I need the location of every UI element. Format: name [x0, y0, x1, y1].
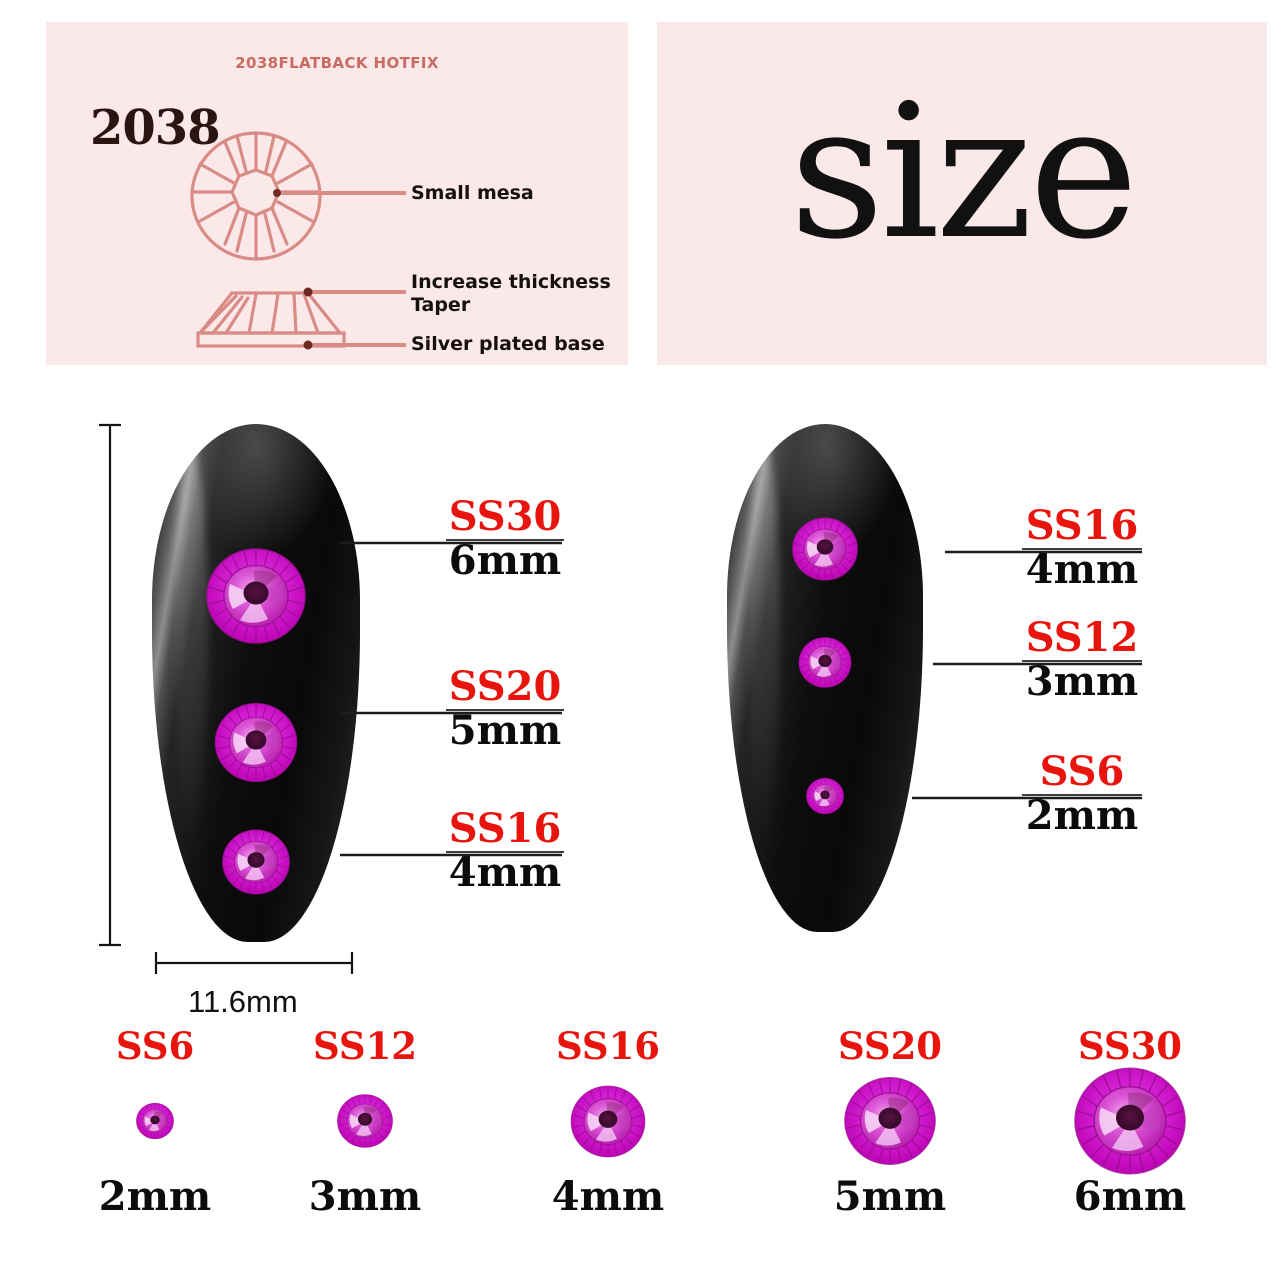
- size-label-ss16-left-rule: [446, 851, 564, 854]
- size-label-ss16-right-mm: 4mm: [1025, 546, 1139, 594]
- callout-small-mesa: Small mesa: [411, 182, 534, 204]
- size-label-ss12-ss: SS12: [1025, 614, 1139, 661]
- size-label-ss6: SS6 2mm: [1022, 748, 1142, 840]
- dim-width-line: [154, 952, 354, 974]
- size-label-ss20-ss: SS20: [448, 663, 562, 710]
- size-label-ss30: SS30 6mm: [446, 493, 564, 585]
- comparison-ss16-mm: 4mm: [551, 1173, 665, 1220]
- leader-small-mesa: [273, 189, 406, 197]
- comparison-ss30-stone: [1060, 1065, 1200, 1177]
- nail-gloss-highlight-right: [748, 449, 780, 846]
- size-label-ss16-left-mm: 4mm: [448, 849, 562, 897]
- comparison-ss30-mm: 6mm: [1073, 1173, 1187, 1220]
- stone-ss16-on-nail-right: [786, 516, 864, 582]
- comparison-ss6-stone: [85, 1065, 225, 1177]
- comparison-ss16-ss: SS16: [555, 1024, 661, 1068]
- dim-width-label: 11.6mm: [188, 984, 298, 1019]
- comparison-ss12-stone: [295, 1065, 435, 1177]
- comparison-item-ss20: SS20 5mm: [820, 1028, 960, 1217]
- size-label-ss16-right-rule: [1022, 548, 1142, 551]
- comparison-ss16-stone: [538, 1065, 678, 1177]
- side-view-taper-diagram: [196, 291, 346, 348]
- stone-ss12-on-nail: [794, 636, 856, 689]
- size-title-panel: size: [657, 22, 1267, 365]
- size-title: size: [789, 64, 1138, 280]
- size-label-ss16-left-ss: SS16: [448, 805, 562, 852]
- comparison-item-ss12: SS12 3mm: [295, 1028, 435, 1217]
- comparison-ss30-ss: SS30: [1077, 1024, 1183, 1068]
- size-label-ss30-mm: 6mm: [448, 537, 562, 585]
- size-label-ss16-right-ss: SS16: [1025, 502, 1139, 549]
- stone-ss6-on-nail: [803, 777, 847, 815]
- size-label-ss30-rule: [446, 539, 564, 542]
- product-code-2038: 2038: [90, 100, 221, 156]
- size-label-ss6-mm: 2mm: [1025, 792, 1139, 840]
- comparison-ss6-ss: SS6: [115, 1024, 195, 1068]
- size-label-ss12: SS12 3mm: [1022, 614, 1142, 706]
- comparison-ss12-mm: 3mm: [308, 1173, 422, 1220]
- leader-silver-plated-base: [303, 340, 406, 350]
- callout-taper: Taper: [411, 294, 471, 316]
- callout-increase-thickness: Increase thickness: [411, 271, 611, 293]
- comparison-ss12-ss: SS12: [312, 1024, 418, 1068]
- size-label-ss20-mm: 5mm: [448, 707, 562, 755]
- size-label-ss6-rule: [1022, 794, 1142, 797]
- size-label-ss12-rule: [1022, 660, 1142, 663]
- size-label-ss16-right: SS16 4mm: [1022, 502, 1142, 594]
- comparison-ss20-ss: SS20: [837, 1024, 943, 1068]
- comparison-item-ss16: SS16 4mm: [538, 1028, 678, 1217]
- panel-heading-flatback: 2038FLATBACK HOTFIX: [235, 54, 439, 72]
- size-label-ss20-rule: [446, 709, 564, 712]
- size-label-ss16-left: SS16 4mm: [446, 805, 564, 897]
- comparison-ss20-mm: 5mm: [833, 1173, 947, 1220]
- size-label-ss12-mm: 3mm: [1025, 658, 1139, 706]
- comparison-item-ss6: SS6 2mm: [85, 1028, 225, 1217]
- size-label-ss20: SS20 5mm: [446, 663, 564, 755]
- comparison-ss20-stone: [820, 1065, 960, 1177]
- leader-increase-thickness: [303, 287, 406, 297]
- comparison-item-ss30: SS30 6mm: [1060, 1028, 1200, 1217]
- comparison-ss6-mm: 2mm: [98, 1173, 212, 1220]
- product-structure-panel: 2038FLATBACK HOTFIX 2038: [46, 22, 628, 365]
- size-label-ss30-ss: SS30: [448, 493, 562, 540]
- size-label-ss6-ss: SS6: [1039, 748, 1125, 795]
- flatback-structure-diagram: [190, 131, 406, 350]
- dim-height-line: [99, 423, 121, 947]
- callout-silver-plated-base: Silver plated base: [411, 333, 605, 355]
